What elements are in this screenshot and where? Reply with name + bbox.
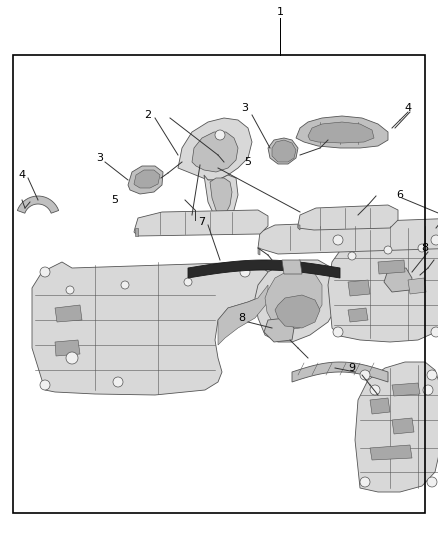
Text: 5: 5 — [244, 157, 251, 167]
Text: 4: 4 — [404, 103, 412, 113]
Polygon shape — [204, 175, 238, 220]
Polygon shape — [275, 295, 320, 328]
Polygon shape — [348, 280, 370, 296]
Text: 8: 8 — [238, 313, 246, 323]
Polygon shape — [128, 166, 163, 194]
Circle shape — [431, 327, 438, 337]
Polygon shape — [348, 308, 368, 322]
Text: 8: 8 — [421, 243, 428, 253]
Circle shape — [240, 267, 250, 277]
Circle shape — [113, 377, 123, 387]
Circle shape — [360, 477, 370, 487]
Circle shape — [427, 370, 437, 380]
Text: 3: 3 — [241, 103, 248, 113]
Text: 6: 6 — [396, 190, 403, 200]
Polygon shape — [408, 278, 426, 294]
Circle shape — [184, 278, 192, 286]
Polygon shape — [282, 260, 302, 274]
Polygon shape — [296, 116, 388, 148]
Polygon shape — [134, 210, 268, 236]
Circle shape — [66, 286, 74, 294]
Text: 3: 3 — [96, 153, 103, 163]
Circle shape — [423, 385, 433, 395]
Circle shape — [427, 477, 437, 487]
Polygon shape — [258, 248, 260, 255]
Polygon shape — [134, 170, 160, 188]
Polygon shape — [370, 445, 412, 460]
Polygon shape — [55, 305, 82, 322]
Circle shape — [40, 267, 50, 277]
Polygon shape — [135, 228, 138, 236]
Polygon shape — [18, 196, 59, 213]
Polygon shape — [55, 340, 80, 356]
Polygon shape — [192, 132, 238, 172]
Circle shape — [348, 252, 356, 260]
Circle shape — [431, 235, 438, 245]
Polygon shape — [255, 260, 338, 342]
Polygon shape — [218, 285, 268, 345]
Polygon shape — [378, 260, 405, 274]
Circle shape — [384, 246, 392, 254]
Polygon shape — [265, 270, 322, 330]
Circle shape — [370, 385, 380, 395]
Bar — [13, 55, 425, 513]
Polygon shape — [264, 318, 294, 342]
Polygon shape — [308, 122, 374, 143]
Polygon shape — [298, 205, 398, 230]
Polygon shape — [370, 398, 390, 414]
Polygon shape — [292, 362, 388, 382]
Circle shape — [215, 130, 225, 140]
Text: 7: 7 — [198, 217, 205, 227]
Circle shape — [40, 380, 50, 390]
Text: 1: 1 — [276, 7, 283, 17]
Polygon shape — [384, 268, 412, 292]
Polygon shape — [272, 140, 296, 162]
Polygon shape — [392, 418, 414, 434]
Polygon shape — [258, 218, 438, 254]
Polygon shape — [268, 138, 298, 164]
Circle shape — [360, 370, 370, 380]
Circle shape — [418, 244, 426, 252]
Circle shape — [333, 327, 343, 337]
Circle shape — [121, 281, 129, 289]
Polygon shape — [32, 262, 268, 395]
Text: 4: 4 — [18, 170, 25, 180]
Polygon shape — [188, 260, 340, 278]
Polygon shape — [298, 225, 300, 230]
Text: 2: 2 — [145, 110, 152, 120]
Text: 9: 9 — [349, 363, 356, 373]
Polygon shape — [328, 226, 438, 342]
Circle shape — [66, 352, 78, 364]
Text: 5: 5 — [112, 195, 119, 205]
Polygon shape — [355, 362, 438, 492]
Polygon shape — [392, 383, 420, 396]
Polygon shape — [178, 118, 252, 180]
Polygon shape — [210, 178, 232, 215]
Circle shape — [333, 235, 343, 245]
